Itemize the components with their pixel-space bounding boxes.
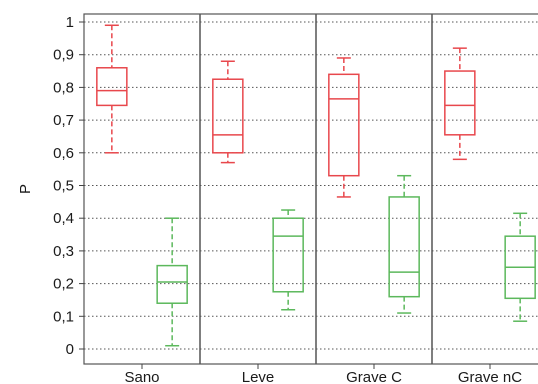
plot-frame [83, 13, 538, 365]
box-0-2 [328, 57, 360, 198]
category-panels [83, 13, 538, 365]
box-0-1 [212, 60, 244, 164]
box-iqr [328, 73, 360, 177]
x-tick-label: Leve [242, 369, 275, 384]
box-0-3 [444, 47, 476, 161]
y-tick-label: 0,1 [53, 308, 74, 325]
box-1-1 [272, 209, 304, 311]
y-tick-label: 0,3 [53, 243, 74, 260]
y-tick-label: 0,7 [53, 112, 74, 129]
y-tick-label: 0,2 [53, 276, 74, 293]
x-tick-label: Grave C [346, 369, 402, 384]
box-iqr [96, 67, 128, 107]
box-iqr [444, 70, 476, 136]
y-tick-label: 1 [66, 14, 74, 31]
y-axis-label: P [17, 184, 34, 194]
y-tick-label: 0,6 [53, 145, 74, 162]
box-0-0 [96, 24, 128, 154]
y-tick-label: 0 [66, 341, 74, 358]
x-axis-ticks: Sano Leve Grave C Grave nC [124, 364, 522, 384]
y-tick-label: 0,9 [53, 47, 74, 64]
box-1-0 [156, 217, 188, 347]
x-tick-label: Sano [124, 369, 159, 384]
box-1-3 [504, 212, 536, 322]
y-tick-label: 0,4 [53, 210, 74, 227]
y-axis-ticks: 0 0,1 0,2 0,3 0,4 0,5 0,6 0,7 0,8 0,9 1 [53, 14, 84, 358]
x-tick-label: Grave nC [458, 369, 522, 384]
box-series [96, 24, 536, 347]
box-iqr [156, 264, 188, 304]
box-iqr [272, 217, 304, 293]
box-iqr [212, 78, 244, 154]
box-iqr [388, 196, 420, 298]
y-tick-label: 0,5 [53, 178, 74, 195]
box-1-2 [388, 174, 420, 314]
y-tick-label: 0,8 [53, 79, 74, 96]
